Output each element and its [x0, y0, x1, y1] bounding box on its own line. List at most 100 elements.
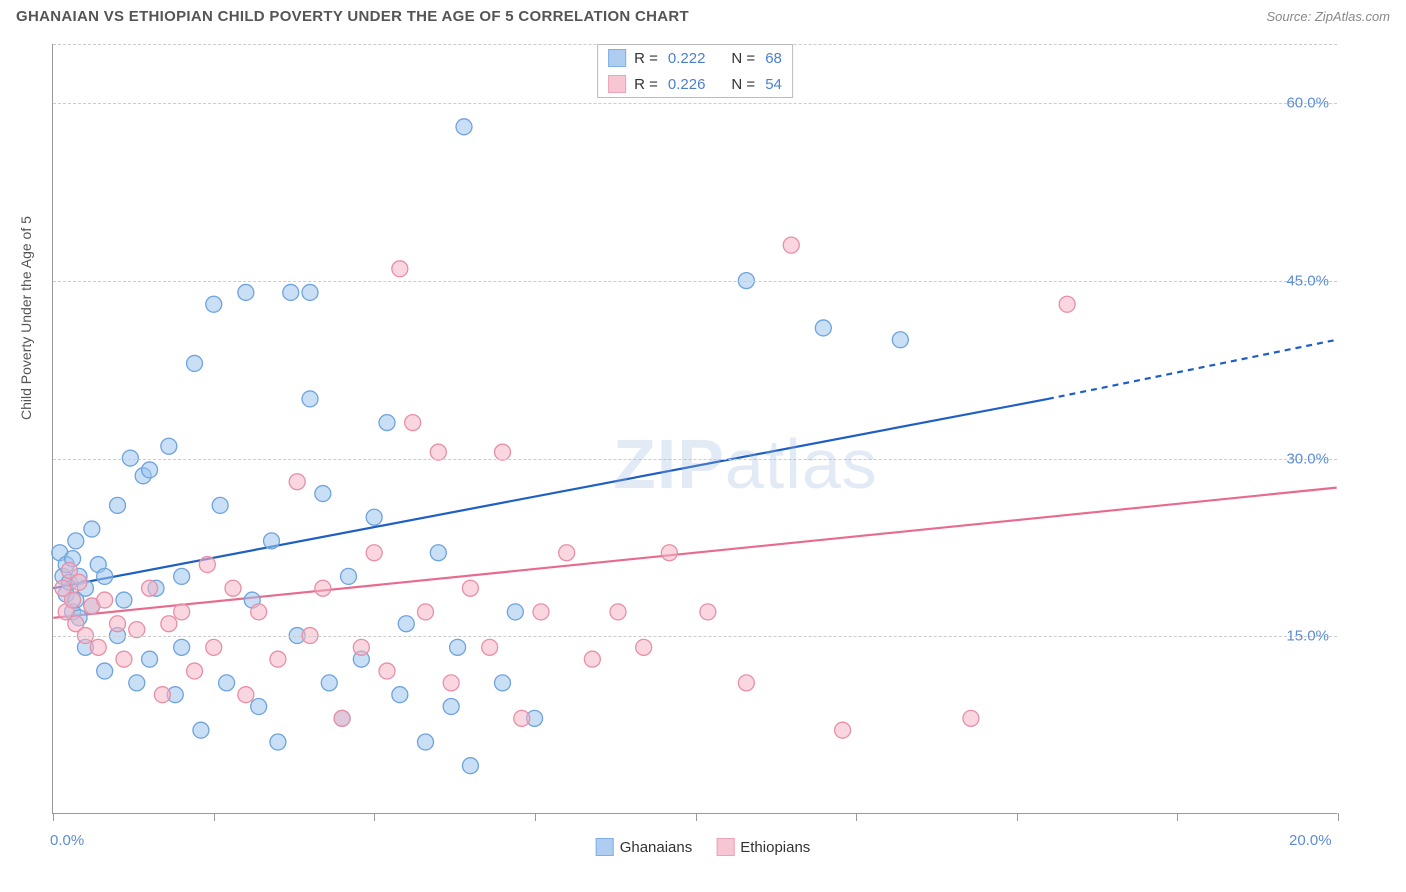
- data-point: [142, 580, 158, 596]
- data-point: [353, 639, 369, 655]
- data-point: [514, 710, 530, 726]
- data-point: [283, 284, 299, 300]
- legend-stats: R = 0.222 N = 68 R = 0.226 N = 54: [597, 44, 793, 98]
- data-point: [418, 734, 434, 750]
- data-point: [1059, 296, 1075, 312]
- data-point: [289, 474, 305, 490]
- x-tick: [53, 813, 54, 821]
- x-tick: [535, 813, 536, 821]
- data-point: [116, 651, 132, 667]
- data-point: [963, 710, 979, 726]
- data-point: [321, 675, 337, 691]
- legend-r-label: R =: [634, 76, 658, 93]
- data-point: [430, 545, 446, 561]
- data-point: [584, 651, 600, 667]
- plot-area: R = 0.222 N = 68 R = 0.226 N = 54 ZIPatl…: [52, 44, 1337, 814]
- legend-series: Ghanaians Ethiopians: [596, 838, 811, 856]
- data-point: [238, 284, 254, 300]
- data-point: [835, 722, 851, 738]
- data-point: [264, 533, 280, 549]
- gridline: [53, 636, 1337, 637]
- data-point: [738, 675, 754, 691]
- gridline: [53, 103, 1337, 104]
- gridline: [53, 459, 1337, 460]
- legend-n-value: 68: [765, 50, 782, 67]
- data-point: [533, 604, 549, 620]
- legend-swatch-icon: [596, 838, 614, 856]
- data-point: [129, 622, 145, 638]
- data-point: [84, 521, 100, 537]
- y-axis-label: Child Poverty Under the Age of 5: [18, 216, 34, 420]
- data-point: [302, 284, 318, 300]
- data-point: [193, 722, 209, 738]
- data-point: [251, 604, 267, 620]
- legend-swatch-icon: [608, 49, 626, 67]
- data-point: [636, 639, 652, 655]
- x-tick: [1177, 813, 1178, 821]
- legend-stats-row: R = 0.222 N = 68: [598, 45, 792, 71]
- legend-n-label: N =: [731, 50, 755, 67]
- x-tick: [696, 813, 697, 821]
- data-point: [238, 687, 254, 703]
- data-point: [154, 687, 170, 703]
- data-point: [65, 592, 81, 608]
- data-point: [251, 699, 267, 715]
- data-point: [341, 568, 357, 584]
- data-point: [418, 604, 434, 620]
- data-point: [174, 568, 190, 584]
- data-point: [315, 580, 331, 596]
- chart-source: Source: ZipAtlas.com: [1266, 9, 1390, 24]
- data-point: [559, 545, 575, 561]
- data-point: [68, 533, 84, 549]
- y-tick-label: 30.0%: [1286, 450, 1329, 467]
- scatter-points: [53, 44, 1337, 813]
- legend-n-label: N =: [731, 76, 755, 93]
- data-point: [783, 237, 799, 253]
- data-point: [661, 545, 677, 561]
- data-point: [462, 758, 478, 774]
- x-tick-label: 20.0%: [1289, 832, 1332, 892]
- data-point: [110, 616, 126, 632]
- data-point: [315, 486, 331, 502]
- gridline: [53, 281, 1337, 282]
- data-point: [366, 545, 382, 561]
- data-point: [462, 580, 478, 596]
- data-point: [71, 574, 87, 590]
- legend-series-label: Ghanaians: [620, 839, 693, 856]
- data-point: [174, 639, 190, 655]
- x-tick: [374, 813, 375, 821]
- data-point: [270, 651, 286, 667]
- legend-r-value: 0.226: [668, 76, 706, 93]
- data-point: [161, 438, 177, 454]
- data-point: [212, 497, 228, 513]
- x-tick: [856, 813, 857, 821]
- data-point: [97, 592, 113, 608]
- data-point: [206, 639, 222, 655]
- data-point: [206, 296, 222, 312]
- data-point: [225, 580, 241, 596]
- y-tick-label: 45.0%: [1286, 272, 1329, 289]
- x-tick-label: 0.0%: [50, 832, 84, 892]
- legend-swatch-icon: [608, 75, 626, 93]
- data-point: [495, 675, 511, 691]
- data-point: [110, 497, 126, 513]
- data-point: [270, 734, 286, 750]
- data-point: [443, 675, 459, 691]
- data-point: [219, 675, 235, 691]
- data-point: [116, 592, 132, 608]
- legend-item: Ethiopians: [716, 838, 810, 856]
- data-point: [456, 119, 472, 135]
- y-tick-label: 60.0%: [1286, 95, 1329, 112]
- data-point: [199, 557, 215, 573]
- data-point: [129, 675, 145, 691]
- data-point: [142, 651, 158, 667]
- legend-stats-row: R = 0.226 N = 54: [598, 71, 792, 97]
- data-point: [892, 332, 908, 348]
- data-point: [302, 391, 318, 407]
- data-point: [187, 355, 203, 371]
- data-point: [450, 639, 466, 655]
- legend-n-value: 54: [765, 76, 782, 93]
- data-point: [142, 462, 158, 478]
- data-point: [815, 320, 831, 336]
- data-point: [97, 568, 113, 584]
